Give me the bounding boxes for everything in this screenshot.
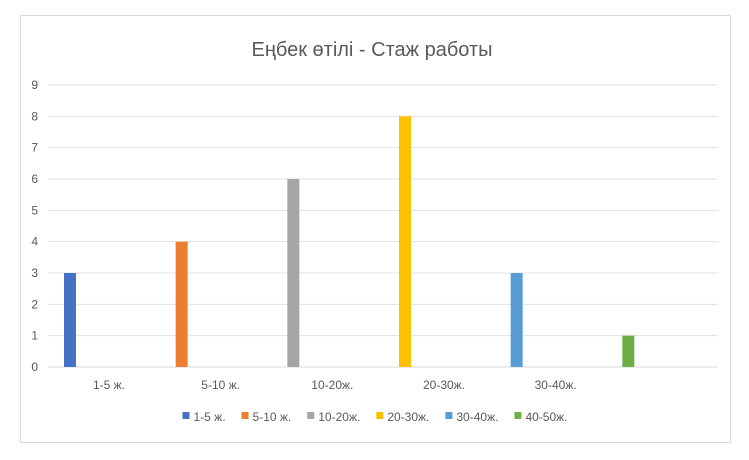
- x-axis-ticks: 1-5 ж. 5-10 ж. 10-20ж. 20-30ж. 30-40ж.: [93, 378, 577, 392]
- bars: [64, 116, 635, 367]
- bar: [287, 179, 300, 367]
- x-tick-label: 5-10 ж.: [201, 378, 240, 392]
- y-axis-ticks: 0 1 2 3 4 5 6 7 8 9: [31, 78, 38, 374]
- legend-label: 10-20ж.: [318, 410, 360, 424]
- legend-swatch: [514, 412, 522, 419]
- chart-title: Еңбек өтілі - Стаж работы: [251, 39, 492, 61]
- legend-item: 5-10 ж.: [241, 410, 292, 424]
- legend-label: 20-30ж.: [387, 410, 429, 424]
- gridlines: [48, 84, 718, 368]
- y-tick-label: 0: [31, 360, 38, 374]
- y-tick-label: 4: [31, 235, 38, 249]
- legend-label: 30-40ж.: [456, 410, 498, 424]
- bar: [64, 273, 76, 367]
- bar: [510, 273, 523, 367]
- legend-item: 20-30ж.: [376, 410, 429, 424]
- y-tick-label: 3: [31, 266, 38, 280]
- y-tick-label: 7: [31, 141, 38, 155]
- legend-swatch: [307, 412, 315, 419]
- legend: 1-5 ж. 5-10 ж. 10-20ж. 20-30ж. 30-40ж. 40-50ж…: [182, 410, 568, 424]
- x-tick-label: 1-5 ж.: [93, 378, 125, 392]
- bar: [622, 335, 635, 367]
- legend-swatch: [376, 412, 384, 419]
- legend-swatch: [445, 412, 453, 419]
- y-tick-label: 9: [31, 78, 38, 92]
- legend-label: 1-5 ж.: [193, 410, 225, 424]
- x-tick-label: 30-40ж.: [535, 378, 577, 392]
- bar: [399, 116, 411, 367]
- legend-label: 5-10 ж.: [253, 410, 292, 424]
- y-tick-label: 6: [31, 172, 38, 186]
- x-tick-label: 10-20ж.: [311, 378, 353, 392]
- legend-swatch: [241, 412, 249, 419]
- y-tick-label: 2: [31, 297, 38, 311]
- legend-item: 10-20ж.: [307, 410, 360, 424]
- legend-item: 1-5 ж.: [182, 410, 226, 424]
- y-tick-label: 5: [31, 203, 38, 217]
- bar: [175, 241, 188, 367]
- chart-frame: [20, 15, 731, 443]
- y-tick-label: 8: [31, 109, 38, 123]
- legend-swatch: [182, 412, 190, 419]
- legend-item: 30-40ж.: [445, 410, 498, 424]
- y-tick-label: 1: [31, 329, 38, 343]
- x-tick-label: 20-30ж.: [423, 378, 465, 392]
- legend-label: 40-50ж.: [525, 410, 567, 424]
- legend-item: 40-50ж.: [514, 410, 568, 424]
